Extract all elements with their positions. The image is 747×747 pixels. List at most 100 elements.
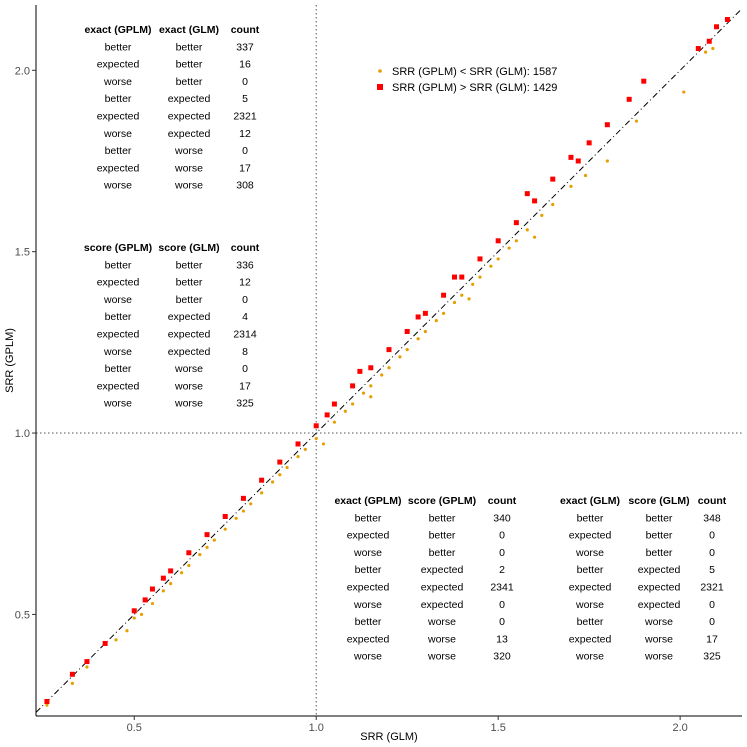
data-point-circle <box>285 465 289 470</box>
data-point-circle <box>85 665 89 669</box>
data-point-circle <box>369 395 373 399</box>
data-point-circle <box>416 337 420 341</box>
data-point-circle <box>434 318 438 323</box>
x-axis-label: SRR (GLM) <box>360 731 417 743</box>
data-point-square <box>532 198 538 204</box>
table-cell: 2 <box>499 564 505 576</box>
data-point-circle <box>296 455 300 459</box>
data-point-square <box>386 347 392 353</box>
x-tick-label: 1.0 <box>309 722 324 734</box>
data-point-square <box>204 532 210 538</box>
data-point-circle <box>139 612 144 617</box>
data-point-square <box>568 154 574 160</box>
x-axis-ticks: 0.5 1.0 1.5 2.0 <box>127 716 688 734</box>
data-point-square <box>550 176 556 182</box>
table-cell: better <box>577 512 604 524</box>
table-header: score (GLM) <box>158 242 219 254</box>
data-point-circle <box>525 228 529 232</box>
data-point-circle <box>321 442 326 446</box>
data-point-circle <box>441 311 446 315</box>
table-cell: 308 <box>236 180 254 192</box>
table-cell: 0 <box>499 599 505 611</box>
data-point-square <box>331 401 337 407</box>
data-point-square <box>357 368 363 374</box>
table-cell: 337 <box>236 41 254 53</box>
y-axis-ticks: 0.5 1.0 1.5 2.0 <box>15 65 36 621</box>
data-point-circle <box>467 297 471 301</box>
table-cell: worse <box>103 398 132 410</box>
table-cell: worse <box>174 162 203 174</box>
data-point-circle <box>270 480 275 484</box>
table-cell: expected <box>347 633 390 645</box>
table-cell: worse <box>353 651 382 663</box>
data-point-square <box>259 477 265 483</box>
data-point-circle <box>260 491 264 495</box>
table-cell: expected <box>347 530 390 542</box>
data-point-circle <box>234 516 238 520</box>
data-point-circle <box>150 601 155 606</box>
table-cell: better <box>646 512 673 524</box>
data-point-square <box>186 550 192 556</box>
table-cell: 325 <box>703 651 721 663</box>
data-point-circle <box>532 235 537 239</box>
data-point-circle <box>387 366 391 370</box>
data-point-square <box>324 412 330 418</box>
table-cell: 2314 <box>233 329 257 341</box>
annotation-table: exact (GPLM) score (GPLM) count better bette… <box>334 495 516 663</box>
data-point-square <box>44 698 50 704</box>
table-cell: worse <box>644 616 673 628</box>
table-cell: worse <box>174 398 203 410</box>
table-header: count <box>231 24 260 36</box>
table-cell: 348 <box>703 512 721 524</box>
data-point-square <box>84 659 90 665</box>
table-cell: worse <box>575 651 604 663</box>
data-point-square <box>604 122 610 128</box>
data-point-circle <box>303 447 307 451</box>
table-cell: worse <box>103 76 132 88</box>
table-cell: expected <box>97 380 140 392</box>
table-cell: 17 <box>239 162 251 174</box>
table-cell: 0 <box>499 616 505 628</box>
data-point-square <box>415 314 421 320</box>
data-point-square <box>524 191 530 197</box>
data-point-square <box>441 292 447 298</box>
data-point-square <box>724 17 730 23</box>
table-cell: expected <box>168 93 211 105</box>
data-point-circle <box>45 703 49 707</box>
table-header: exact (GLM) <box>560 495 620 507</box>
table-cell: expected <box>569 633 612 645</box>
table-cell: better <box>176 41 203 53</box>
table-cell: better <box>105 93 132 105</box>
data-point-circle <box>380 373 384 377</box>
table-header: exact (GPLM) <box>84 24 151 36</box>
data-point-circle <box>605 159 609 163</box>
y-tick-label: 1.5 <box>15 247 30 259</box>
data-point-circle <box>583 173 588 178</box>
data-point-square <box>350 383 356 389</box>
table-cell: expected <box>569 582 612 594</box>
table-cell: worse <box>353 599 382 611</box>
data-point-square <box>422 310 428 316</box>
data-point-circle <box>634 119 639 123</box>
x-tick-label: 1.5 <box>491 722 506 734</box>
data-point-circle <box>551 202 555 207</box>
data-point-square <box>149 586 155 592</box>
reference-lines <box>35 5 743 716</box>
table-cell: expected <box>638 599 681 611</box>
table-cell: expected <box>168 111 211 123</box>
table-cell: better <box>176 76 203 88</box>
table-cell: expected <box>168 311 211 323</box>
table-cell: better <box>176 294 203 306</box>
data-point-square <box>575 158 581 164</box>
data-point-square <box>277 459 283 465</box>
table-cell: better <box>105 311 132 323</box>
data-point-square <box>452 274 458 280</box>
table-cell: worse <box>103 128 132 140</box>
data-point-circle <box>398 355 402 359</box>
data-point-square <box>695 46 701 52</box>
table-cell: worse <box>103 294 132 306</box>
data-point-square <box>313 423 319 429</box>
table-cell: worse <box>174 363 203 375</box>
table-cell: better <box>577 616 604 628</box>
data-point-square <box>477 256 483 262</box>
